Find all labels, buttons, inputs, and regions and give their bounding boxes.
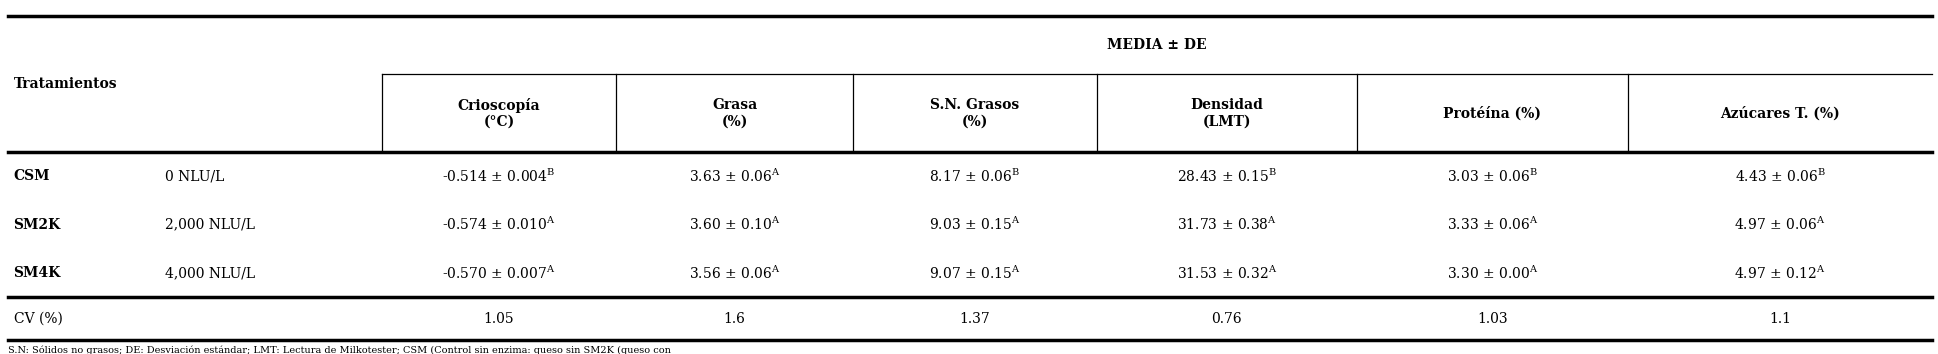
Text: 3.03 ± 0.06$^{\mathregular{B}}$: 3.03 ± 0.06$^{\mathregular{B}}$ — [1448, 168, 1537, 185]
Text: 3.63 ± 0.06$^{\mathregular{A}}$: 3.63 ± 0.06$^{\mathregular{A}}$ — [688, 168, 781, 185]
Text: 1.03: 1.03 — [1477, 312, 1508, 326]
Text: 4.97 ± 0.12$^{\mathregular{A}}$: 4.97 ± 0.12$^{\mathregular{A}}$ — [1735, 264, 1826, 282]
Text: 3.30 ± 0.00$^{\mathregular{A}}$: 3.30 ± 0.00$^{\mathregular{A}}$ — [1446, 264, 1539, 282]
Text: 9.07 ± 0.15$^{\mathregular{A}}$: 9.07 ± 0.15$^{\mathregular{A}}$ — [928, 264, 1021, 282]
Text: CSM: CSM — [14, 170, 50, 183]
Text: Azúcares T. (%): Azúcares T. (%) — [1721, 106, 1839, 120]
Text: 31.73 ± 0.38$^{\mathregular{A}}$: 31.73 ± 0.38$^{\mathregular{A}}$ — [1176, 216, 1277, 233]
Text: 3.56 ± 0.06$^{\mathregular{A}}$: 3.56 ± 0.06$^{\mathregular{A}}$ — [688, 264, 781, 282]
Text: SM2K: SM2K — [14, 218, 60, 232]
Text: 1.6: 1.6 — [723, 312, 746, 326]
Text: SM4K: SM4K — [14, 266, 60, 280]
Text: Densidad
(LMT): Densidad (LMT) — [1190, 98, 1264, 129]
Text: -0.570 ± 0.007$^{\mathregular{A}}$: -0.570 ± 0.007$^{\mathregular{A}}$ — [442, 264, 556, 282]
Text: 9.03 ± 0.15$^{\mathregular{A}}$: 9.03 ± 0.15$^{\mathregular{A}}$ — [928, 216, 1021, 233]
Text: -0.574 ± 0.010$^{\mathregular{A}}$: -0.574 ± 0.010$^{\mathregular{A}}$ — [442, 216, 556, 233]
Text: 4,000 NLU/L: 4,000 NLU/L — [165, 266, 256, 280]
Text: CV (%): CV (%) — [14, 312, 62, 326]
Text: 3.33 ± 0.06$^{\mathregular{A}}$: 3.33 ± 0.06$^{\mathregular{A}}$ — [1446, 216, 1539, 233]
Text: 28.43 ± 0.15$^{\mathregular{B}}$: 28.43 ± 0.15$^{\mathregular{B}}$ — [1176, 168, 1277, 185]
Text: 4.43 ± 0.06$^{\mathregular{B}}$: 4.43 ± 0.06$^{\mathregular{B}}$ — [1735, 168, 1826, 185]
Text: 1.37: 1.37 — [959, 312, 990, 326]
Text: 0 NLU/L: 0 NLU/L — [165, 170, 225, 183]
Text: 8.17 ± 0.06$^{\mathregular{B}}$: 8.17 ± 0.06$^{\mathregular{B}}$ — [930, 168, 1019, 185]
Text: -0.514 ± 0.004$^{\mathregular{B}}$: -0.514 ± 0.004$^{\mathregular{B}}$ — [442, 168, 556, 185]
Text: 3.60 ± 0.10$^{\mathregular{A}}$: 3.60 ± 0.10$^{\mathregular{A}}$ — [688, 216, 781, 233]
Text: Tratamientos: Tratamientos — [14, 77, 116, 91]
Text: 0.76: 0.76 — [1211, 312, 1242, 326]
Text: MEDIA ± DE: MEDIA ± DE — [1107, 38, 1207, 52]
Text: 2,000 NLU/L: 2,000 NLU/L — [165, 218, 254, 232]
Text: 4.97 ± 0.06$^{\mathregular{A}}$: 4.97 ± 0.06$^{\mathregular{A}}$ — [1735, 216, 1826, 233]
Text: Protéína (%): Protéína (%) — [1444, 106, 1541, 120]
Text: Grasa
(%): Grasa (%) — [711, 98, 758, 129]
Text: S.N. Grasos
(%): S.N. Grasos (%) — [930, 98, 1019, 129]
Text: Crioscopía
(°C): Crioscopía (°C) — [457, 98, 541, 129]
Text: S.N: Sólidos no grasos; DE: Desviación estándar; LMT: Lectura de Milkotester; CS: S.N: Sólidos no grasos; DE: Desviación e… — [8, 345, 671, 354]
Text: 31.53 ± 0.32$^{\mathregular{A}}$: 31.53 ± 0.32$^{\mathregular{A}}$ — [1176, 264, 1277, 282]
Text: 1.1: 1.1 — [1769, 312, 1791, 326]
Text: 1.05: 1.05 — [484, 312, 514, 326]
